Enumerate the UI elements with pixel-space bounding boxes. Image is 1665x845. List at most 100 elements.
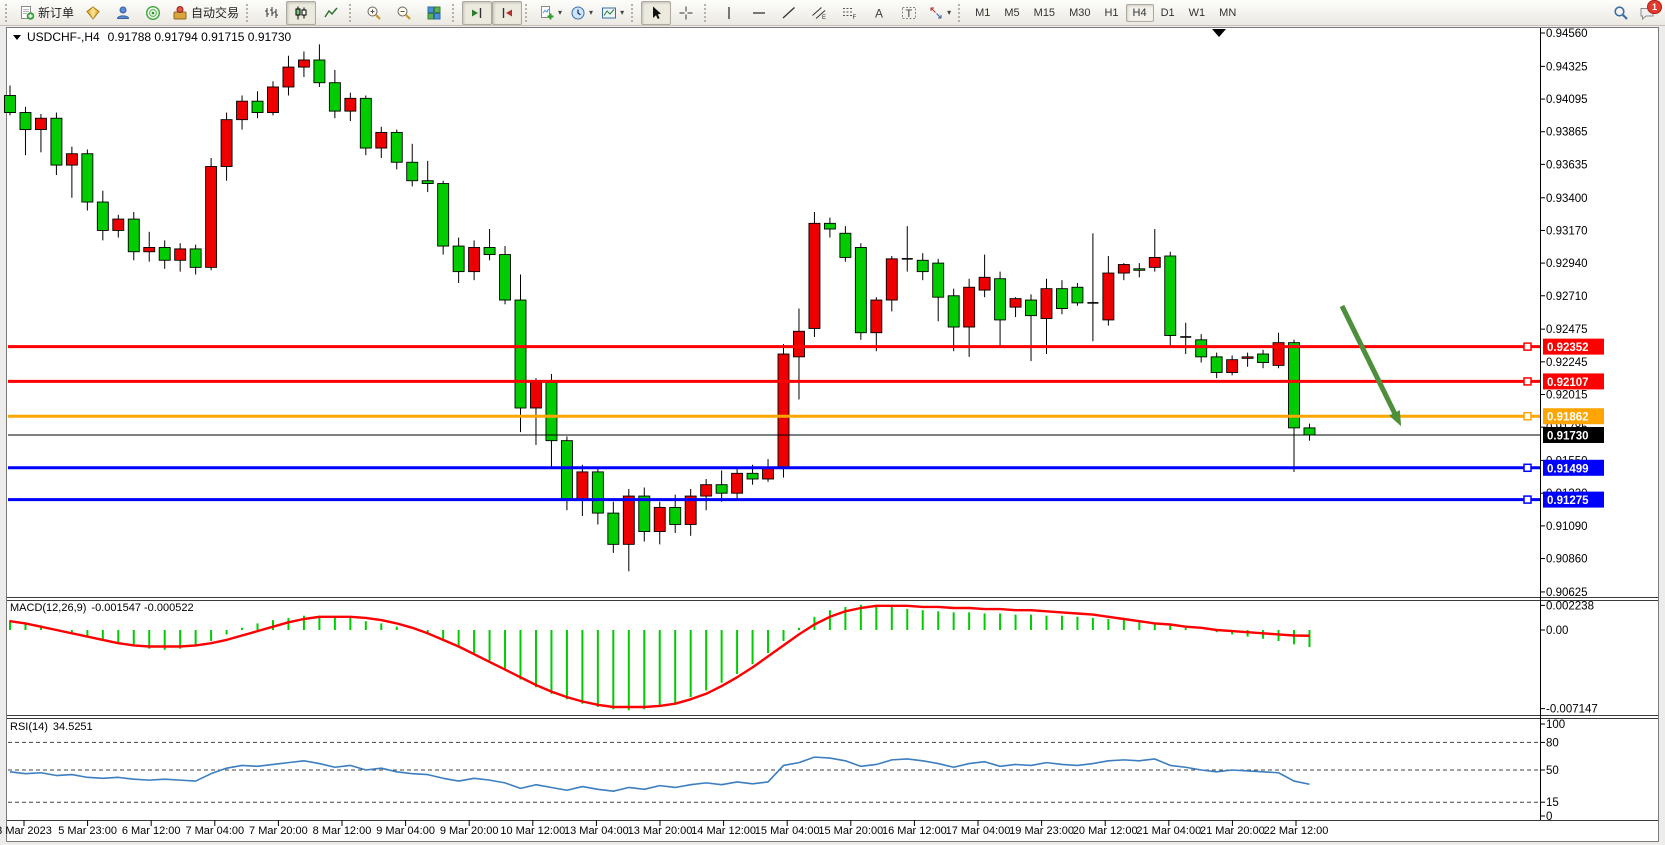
signals-button[interactable] (138, 1, 168, 25)
hline-0.92107[interactable] (8, 377, 1540, 386)
timeframe-button-M30[interactable]: M30 (1069, 6, 1091, 19)
candlestick-icon (295, 6, 307, 19)
rsi-panel: 100 80 50 15 0 (8, 719, 1565, 823)
autoscroll-icon (472, 7, 482, 18)
tile-windows-button[interactable] (419, 1, 449, 25)
autotrading-button[interactable]: 自动交易 (168, 1, 243, 25)
time-tick-label: 22 Mar 12:00 (1264, 825, 1329, 837)
text-tool-button[interactable]: A (864, 1, 894, 25)
horizontal-line-icon (753, 11, 766, 14)
time-tick-label: 17 Mar 04:00 (946, 825, 1011, 837)
rsi-tick-label: 50 (1546, 765, 1559, 777)
fibonacci-tool-button[interactable]: F (834, 1, 864, 25)
toolbar-grip (246, 3, 252, 22)
arrows-icon (930, 7, 942, 18)
rsi-indicator-label: RSI(14) 34.5251 (10, 721, 93, 733)
price-tick-label: 0.93865 (1546, 127, 1588, 139)
signal-broadcast-icon (146, 5, 161, 20)
dropdown-caret-icon: ▾ (558, 7, 563, 17)
autoscroll-button[interactable] (462, 0, 493, 25)
toolbar-grip (349, 3, 355, 22)
clock-icon (571, 6, 585, 19)
chart-shift-button[interactable] (492, 0, 523, 25)
dropdown-caret-icon: ▾ (589, 7, 594, 17)
add-indicator-button[interactable]: ▾ (535, 1, 566, 25)
hline-0.91275[interactable] (8, 495, 1540, 504)
timeframe-button-M5[interactable]: M5 (1004, 6, 1020, 19)
timeframe-button-M15[interactable]: M15 (1033, 6, 1056, 19)
price-tick-label: 0.94095 (1546, 94, 1588, 106)
templates-button[interactable]: ▾ (597, 1, 628, 25)
hline-0.91862[interactable] (8, 411, 1540, 421)
toolbar-grip (5, 3, 11, 22)
text-a-icon: A (875, 6, 883, 20)
periods-button[interactable]: ▾ (566, 1, 597, 25)
hline-0.92352[interactable] (8, 342, 1540, 351)
zoom-out-icon (397, 6, 411, 20)
timeframe-button-MN[interactable]: MN (1219, 6, 1237, 19)
zoom-in-icon (367, 6, 381, 20)
market-button[interactable] (78, 1, 108, 25)
svg-text:E: E (822, 15, 826, 21)
timeframe-button-H4[interactable]: H4 (1125, 3, 1154, 22)
new-order-button[interactable]: 新订单 (15, 1, 78, 25)
zoom-in-button[interactable] (359, 1, 389, 25)
time-tick-label: 14 Mar 12:00 (691, 825, 756, 837)
rsi-tick-label: 15 (1546, 797, 1559, 809)
arrows-tool-button[interactable]: ▾ (924, 1, 955, 25)
price-tag-0.91275: 0.91275 (1543, 491, 1604, 508)
trendline-tool-button[interactable] (774, 1, 804, 25)
time-tick-label: 15 Mar 20:00 (818, 825, 883, 837)
timeframe-button-M1[interactable]: M1 (975, 6, 991, 19)
time-tick-label: 13 Mar 20:00 (628, 825, 693, 837)
price-tick-label: 0.92940 (1546, 258, 1588, 270)
equidistant-channel-tool-button[interactable]: E (804, 1, 834, 25)
toolbar-grip (958, 3, 964, 22)
time-tick-label: 21 Mar 04:00 (1136, 825, 1201, 837)
price-tick-label: 0.92710 (1546, 291, 1588, 303)
trend-arrow-annotation[interactable] (1339, 304, 1402, 427)
time-tick-label: 8 Mar 12:00 (313, 825, 372, 837)
timeframe-button-D1[interactable]: D1 (1160, 6, 1175, 19)
notification-badge: 1 (1646, 0, 1662, 14)
timeframe-button-H1[interactable]: H1 (1104, 6, 1119, 19)
candl estick-chart-button[interactable] (286, 0, 317, 25)
time-tick-label: 7 Mar 04:00 (185, 825, 244, 837)
vertical-line-icon (728, 6, 730, 19)
fibonacci-icon: F (843, 7, 857, 21)
bar-chart-button[interactable] (256, 1, 286, 25)
chart-shift-icon (502, 7, 513, 18)
price-tick-label: 0.93635 (1546, 159, 1588, 171)
vertical-line-tool-button[interactable] (714, 1, 744, 25)
horizontal-line-tool-button[interactable] (744, 1, 774, 25)
price-tick-label: 0.94560 (1546, 28, 1588, 40)
time-tick-label: 3 Mar 2023 (0, 825, 52, 837)
svg-text:0.91499: 0.91499 (1547, 463, 1589, 475)
chart-shift-marker-icon[interactable] (1212, 29, 1226, 37)
tile-windows-icon (427, 6, 441, 19)
price-tag-0.91862: 0.91862 (1543, 408, 1604, 425)
price-tag-0.91730: 0.91730 (1543, 426, 1604, 443)
text-label-tool-button[interactable]: T (894, 1, 924, 25)
chart-title: USDCHF-,H4 0.91788 0.91794 0.91715 0.9173… (27, 30, 292, 44)
chart-menu-triangle-icon[interactable] (13, 35, 21, 40)
community-button[interactable] (108, 1, 138, 25)
time-tick-label: 13 Mar 04:00 (564, 825, 629, 837)
zoom-out-button[interactable] (389, 1, 419, 25)
hline-0.91499[interactable] (8, 463, 1540, 473)
crosshair-icon (679, 6, 693, 19)
line-chart-button[interactable] (316, 1, 346, 25)
cursor-button[interactable] (641, 0, 672, 25)
search-icon[interactable] (1613, 5, 1629, 21)
svg-text:0.92107: 0.92107 (1547, 377, 1589, 389)
price-tick-label: 0.93170 (1546, 225, 1588, 237)
timeframe-button-W1[interactable]: W1 (1188, 6, 1206, 19)
macd-signal-line (9, 604, 1310, 709)
price-tick-label: 0.92015 (1546, 389, 1588, 401)
price-tick-label: 0.92245 (1546, 357, 1588, 369)
notifications-button[interactable]: 1 (1639, 0, 1662, 21)
main-toolbar: 新订单 自动交易 (0, 0, 1665, 26)
crosshair-button[interactable] (671, 1, 701, 25)
svg-text:0.91730: 0.91730 (1547, 430, 1589, 442)
